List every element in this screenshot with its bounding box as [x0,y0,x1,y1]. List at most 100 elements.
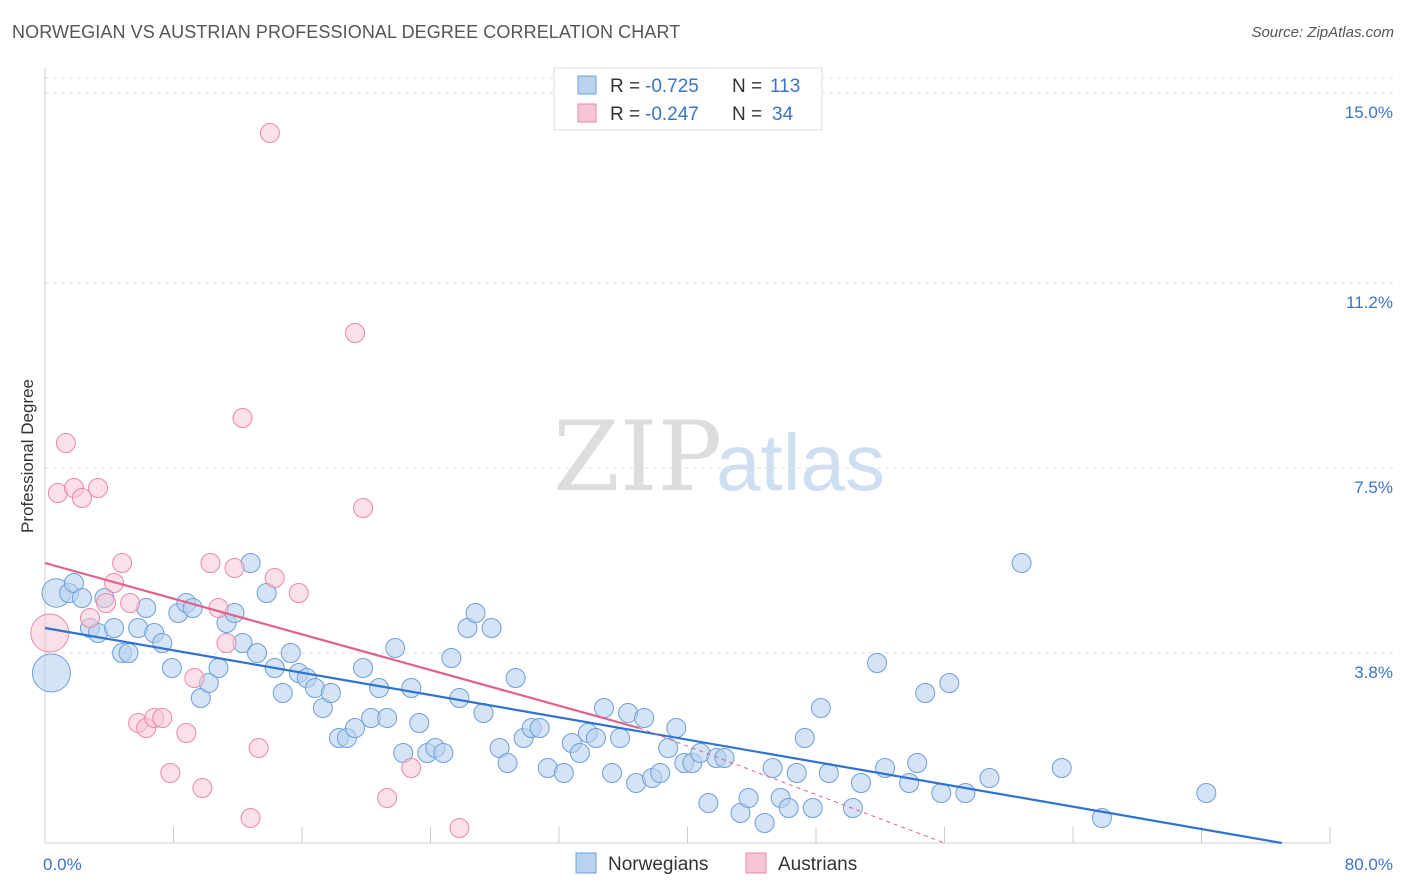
austrian-point [264,568,285,588]
austrian-point [112,553,133,573]
bottom-legend-norwegians: Norwegians [608,854,708,875]
norwegian-point [505,668,526,688]
norwegian-point [481,618,502,638]
norwegian-point [497,753,518,773]
norwegian-point [794,728,815,748]
austrian-point [192,778,213,798]
norwegian-point [939,673,960,693]
norwegian-point [353,658,374,678]
norwegian-point [320,683,341,703]
legend-r-label: R = [610,104,640,125]
bottom-legend-swatch-austrians [745,852,767,874]
austrian-point [401,758,422,778]
legend-n-label: N = [732,76,762,97]
norwegian-point [104,618,125,638]
norwegian-point [118,643,139,663]
x-tick-label: 0.0% [43,855,82,874]
austrian-trend-extension [639,727,945,844]
austrian-point [353,498,374,518]
austrian-trend-line [44,561,640,730]
top-legend: R = -0.725 N = 113 R = -0.247 N = 34 [553,67,823,131]
austrian-point [152,708,173,728]
austrian-point [377,788,398,808]
austrian-point [120,593,141,613]
norwegian-point [907,753,928,773]
norwegian-point [1196,783,1217,803]
norwegian-point [658,738,679,758]
norwegian-point [931,783,952,803]
norwegian-point [529,718,550,738]
norwegian-point [280,643,301,663]
norwegian-point [602,763,623,783]
norwegian-point [441,648,462,668]
y-tick-label: 11.2% [1346,293,1393,312]
source-credit: Source: ZipAtlas.com [1251,24,1394,41]
austrian-point [232,408,253,428]
watermark: ZIP atlas [553,401,885,513]
norwegian-point [802,798,823,818]
austrian-point [200,553,221,573]
watermark-zip: ZIP [553,401,722,513]
norwegian-point [1051,758,1072,778]
norwegian-point [915,683,936,703]
norwegian-point [738,788,759,808]
norwegian-point [569,743,590,763]
watermark-atlas: atlas [716,418,885,507]
y-tick-label: 7.5% [1354,478,1393,497]
norwegian-point [634,708,655,728]
legend-r-value: -0.725 [645,76,699,97]
norwegian-trend-line [44,626,1283,845]
austrian-point [176,723,197,743]
bottom-legend: Norwegians Austrians [575,852,857,875]
norwegian-point [666,718,687,738]
norwegian-point [585,728,606,748]
norwegian-point [401,678,422,698]
norwegian-point [247,643,268,663]
norwegian-point [208,658,229,678]
norwegian-point [714,748,735,768]
norwegian-point [762,758,783,778]
legend-n-value: 34 [772,104,794,125]
austrian-point [240,808,261,828]
norwegian-point [409,713,430,733]
norwegian-point [31,653,71,693]
y-axis-label: Professional Degree [18,379,37,533]
austrian-point [224,558,245,578]
norwegian-point [345,718,366,738]
series-norwegians [31,553,1217,833]
norwegian-point [385,638,406,658]
norwegian-point [842,798,863,818]
tick-labels: 3.8% 7.5% 11.2% 15.0% 0.0% 80.0% [43,103,1393,874]
legend-r-value: -0.247 [645,104,699,125]
chart-title: NORWEGIAN VS AUSTRIAN PROFESSIONAL DEGRE… [12,22,681,42]
legend-swatch-pink [577,103,597,123]
top-legend-box [553,67,823,131]
norwegian-point [698,793,719,813]
norwegian-point [465,603,486,623]
trend-lines [44,561,1283,845]
norwegian-point [161,658,182,678]
austrian-point [88,478,109,498]
norwegian-point [71,588,92,608]
austrian-point [30,613,70,653]
axes [44,68,1331,844]
norwegian-point [272,683,293,703]
austrian-point [208,598,229,618]
legend-swatch-blue [577,75,597,95]
austrian-point [96,593,117,613]
austrian-point [288,583,309,603]
norwegian-point [433,743,454,763]
austrian-point [345,323,366,343]
legend-r-label: R = [610,76,640,97]
austrian-point [79,608,100,628]
austrian-point [449,818,470,838]
norwegian-point [786,763,807,783]
austrian-point [71,488,92,508]
norwegian-point [1011,553,1032,573]
x-tick-label: 80.0% [1345,855,1393,874]
y-tick-label: 3.8% [1354,663,1393,682]
norwegian-point [553,763,574,783]
austrian-point [55,433,76,453]
series-austrians [30,123,470,838]
